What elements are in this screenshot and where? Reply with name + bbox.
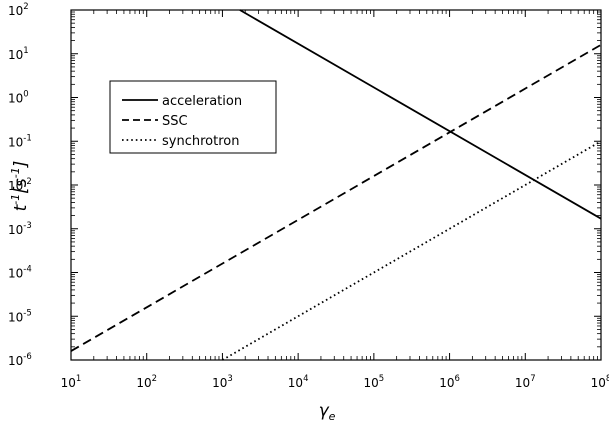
plot-frame	[70, 9, 602, 361]
series-line-synchrotron	[221, 140, 602, 361]
x-tick-label: 106	[439, 374, 460, 390]
legend-label-acceleration: acceleration	[162, 94, 242, 109]
x-tick-label: 104	[288, 374, 309, 390]
x-tick-label: 107	[515, 374, 536, 390]
tick-marks	[70, 9, 602, 361]
series-line-ssc	[70, 44, 602, 352]
x-tick-label: 108	[591, 374, 609, 390]
series-lines	[70, 9, 602, 361]
x-tick-label: 105	[364, 374, 385, 390]
y-axis-title-part3: ]	[11, 161, 31, 169]
y-tick-label: 10-1	[8, 133, 32, 149]
y-axis-title: t-1[s-1]	[9, 161, 31, 212]
y-axis-title-part1: t	[11, 203, 31, 211]
legend-label-synchrotron: synchrotron	[162, 134, 239, 149]
legend-box	[109, 80, 277, 154]
x-tick-label: 101	[61, 374, 82, 390]
y-tick-label: 101	[8, 46, 29, 62]
legend-label-ssc: SSC	[162, 114, 188, 129]
y-axis-title-part2: [s	[11, 178, 31, 194]
y-axis-title-exp1: -1	[9, 194, 22, 205]
x-tick-label: 103	[212, 374, 233, 390]
y-tick-label: 10-5	[8, 308, 32, 324]
series-line-acceleration	[239, 9, 602, 220]
x-axis-title-base: γ	[319, 401, 330, 421]
x-axis-title: γe	[319, 401, 336, 423]
x-tick-label: 102	[136, 374, 157, 390]
y-tick-label: 100	[8, 90, 29, 106]
y-tick-labels: 10-6 10-5 10-4 10-3 10-2 10-1 100 101 102	[8, 2, 32, 368]
x-tick-labels: 101 102 103 104 105 106 107 108	[61, 374, 609, 390]
y-tick-label: 10-3	[8, 221, 32, 237]
legend: acceleration SSC synchrotron	[109, 80, 277, 154]
y-axis-title-exp2: -1	[9, 167, 22, 178]
y-tick-label: 10-6	[8, 352, 32, 368]
y-tick-label: 102	[8, 2, 29, 18]
x-axis-title-subscript: e	[329, 410, 336, 423]
y-tick-label: 10-4	[8, 265, 32, 281]
y-tick-label: 10-2	[8, 177, 32, 193]
